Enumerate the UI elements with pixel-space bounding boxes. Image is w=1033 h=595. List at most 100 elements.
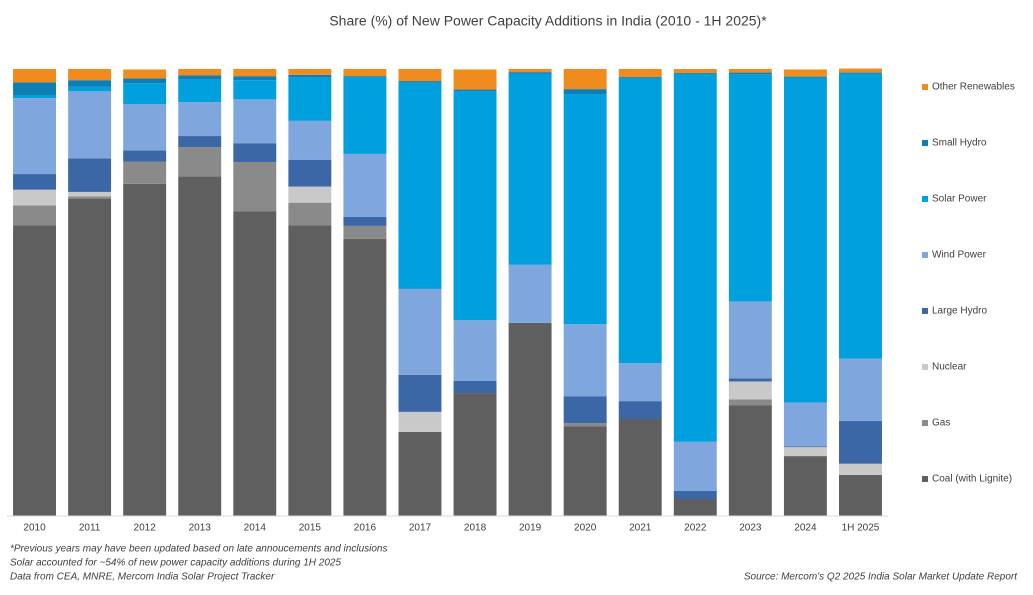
legend-label: Coal (with Lignite) <box>932 474 1012 485</box>
bar-segment <box>123 104 167 151</box>
bar-segment <box>453 381 497 394</box>
bar-segment <box>618 77 662 78</box>
x-tick-label: 2011 <box>79 523 101 534</box>
bar-segment <box>68 158 112 192</box>
bar-segment <box>453 89 497 92</box>
bar-segment <box>838 358 882 421</box>
bar-segment <box>68 196 112 199</box>
bar-segment <box>838 474 882 516</box>
legend-marker <box>922 476 928 482</box>
source: Source: Mercom's Q2 2025 India Solar Mar… <box>744 572 1018 583</box>
bar-segment <box>673 69 717 74</box>
legend-label: Solar Power <box>932 194 987 205</box>
x-tick-label: 2017 <box>409 523 432 534</box>
x-tick-label: 2010 <box>23 523 46 534</box>
bar-segment <box>288 225 332 516</box>
bar-segment <box>13 205 57 226</box>
bar-segment <box>13 95 57 99</box>
bar-segment <box>288 159 332 187</box>
bar-segment <box>343 225 387 239</box>
bar-segment <box>563 396 607 424</box>
x-tick-label: 2013 <box>189 523 212 534</box>
bar-segment <box>618 69 662 78</box>
bar-segment <box>13 98 57 175</box>
bar-segment <box>673 499 717 516</box>
bar-segment <box>233 211 277 516</box>
bar-segment <box>728 301 772 379</box>
legend-label: Nuclear <box>932 362 967 373</box>
bar-segment <box>508 69 552 73</box>
bar-segment <box>398 411 442 432</box>
bar-segment <box>508 264 552 323</box>
x-tick-label: 2022 <box>684 523 707 534</box>
footnote: *Previous years may have been updated ba… <box>10 544 387 555</box>
bar-segment <box>398 69 442 82</box>
bar-segment <box>288 69 332 75</box>
bar-segment <box>783 69 827 77</box>
bar-segment <box>343 69 387 77</box>
bar-segment <box>178 176 222 516</box>
legend-label: Large Hydro <box>932 306 987 317</box>
bar-segment <box>398 431 442 516</box>
bar-segment <box>508 73 552 265</box>
bar-segment <box>13 225 57 516</box>
legend-marker <box>922 420 928 426</box>
bar-segment <box>233 76 277 81</box>
legend-label: Other Renewables <box>932 82 1015 93</box>
bar-segment <box>563 94 607 325</box>
bar-segment <box>178 69 222 76</box>
bar-segment <box>343 238 387 517</box>
bar-segment <box>233 143 277 162</box>
bar-segment <box>838 73 882 359</box>
bar-segment <box>123 150 167 162</box>
bar-segment <box>728 72 772 75</box>
bar-segment <box>563 426 607 516</box>
bar-segment <box>178 102 222 137</box>
bar-segment <box>728 69 772 73</box>
legend-marker <box>922 84 928 90</box>
bar-segment <box>673 490 717 500</box>
bar-segment <box>618 77 662 364</box>
bar-segment <box>618 401 662 420</box>
bar-segment <box>398 374 442 412</box>
bar-segment <box>288 202 332 226</box>
bar-segment <box>233 99 277 144</box>
legend-label: Small Hydro <box>932 138 987 149</box>
bar-segment <box>838 72 882 74</box>
bar-segment <box>178 75 222 80</box>
bar-segment <box>13 82 57 96</box>
bar-segment <box>728 74 772 302</box>
bar-segment <box>563 324 607 397</box>
legend-marker <box>922 364 928 370</box>
bar-segment <box>288 74 332 78</box>
bar-segment <box>398 288 442 375</box>
legend-marker <box>922 140 928 146</box>
bar-segment <box>343 216 387 226</box>
footnote: Solar accounted for ~54% of new power ca… <box>10 558 341 569</box>
bar-segment <box>453 91 497 321</box>
bar-segment <box>398 82 442 289</box>
bar-segment <box>233 80 277 100</box>
bar-segment <box>728 378 772 382</box>
x-tick-label: 2018 <box>464 523 487 534</box>
bar-segment <box>68 191 112 197</box>
bar-segment <box>728 381 772 400</box>
bar-segment <box>343 77 387 154</box>
bar-segment <box>178 136 222 148</box>
bar-segment <box>68 69 112 81</box>
bar-segment <box>178 147 222 177</box>
x-tick-label: 2023 <box>739 523 762 534</box>
bar-segment <box>728 405 772 516</box>
bar-segment <box>838 463 882 475</box>
bar-segment <box>673 73 717 74</box>
bar-segment <box>398 81 442 83</box>
bar-segment <box>123 183 167 516</box>
bar-segment <box>68 86 112 92</box>
bar-segment <box>453 69 497 90</box>
bar-segment <box>178 79 222 103</box>
x-tick-label: 2015 <box>299 523 322 534</box>
bar-segment <box>783 446 827 448</box>
bar-segment <box>508 322 552 516</box>
bar-segment <box>13 189 57 206</box>
